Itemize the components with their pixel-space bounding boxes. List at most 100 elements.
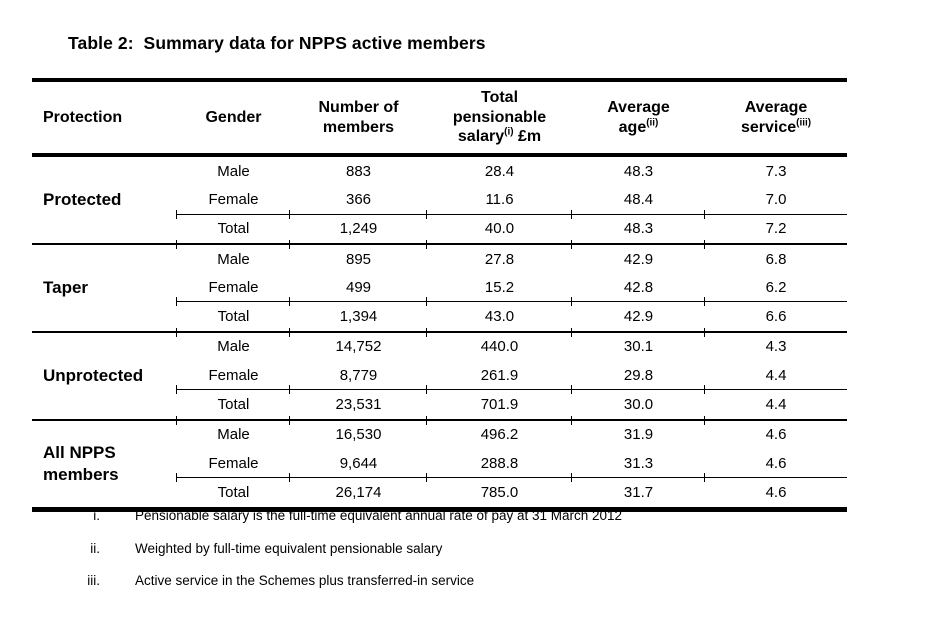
cell-age: 42.9 [571,298,705,332]
cell-age: 31.3 [623,454,654,472]
cell-salary: 27.8 [426,240,572,274]
cell-members: 9,644 [339,454,378,472]
col-header-service-label: Average service(iii) [736,98,816,137]
cell-service: 4.3 [704,328,847,362]
cell-members: 366 [345,190,372,208]
col-header-age-label: Average age(ii) [599,98,679,137]
summary-table-container: Protection Gender Number of members Tota… [32,78,847,512]
cell-members: 883 [345,162,372,180]
cell-gender: Total [176,298,290,332]
header-row: Protection Gender Number of members Tota… [32,80,847,157]
footnotes: i. Pensionable salary is the full-time e… [32,507,872,605]
table-row: Unprotected Male 14,752 440.0 30.1 4.3 [32,328,847,420]
cell-service: 4.6 [704,473,847,510]
salary-footnote-ref: (i) [504,126,514,138]
section-all-npps: All NPPS members Male 16,530 496.2 31.9 … [32,416,847,510]
footnote-i: i. Pensionable salary is the full-time e… [32,507,872,525]
cell-service: 6.2 [765,278,787,296]
col-header-members: Number of members [290,80,427,157]
cell-service: 7.0 [765,190,787,208]
cell-salary: 28.4 [484,162,515,180]
total-row: Total 23,531 701.9 30.0 4.4 [32,385,847,420]
service-header-text: Average service [740,98,808,136]
cell-age: 29.8 [623,366,654,384]
table-row: Female 8,779 261.9 29.8 4.4 [32,361,847,390]
section-taper: Taper Male 895 27.8 42.9 6.8 Female 499 … [32,240,847,332]
protection-label: Unprotected [32,330,177,420]
cell-members: 14,752 [289,328,427,362]
col-header-protection: Protection [32,80,177,157]
cell-service: 6.8 [704,240,847,274]
total-row: Total 26,174 785.0 31.7 4.6 [32,473,847,510]
cell-service: 4.4 [704,385,847,420]
cell-service: 7.2 [704,210,847,244]
cell-members: 499 [345,278,372,296]
cell-members: 26,174 [289,473,427,510]
cell-salary: 11.6 [485,190,514,208]
cell-salary: 440.0 [426,328,572,362]
cell-members: 1,249 [289,210,427,244]
col-header-age: Average age(ii) [572,80,705,157]
cell-gender: Female [208,278,259,296]
col-header-gender: Gender [177,80,290,157]
cell-members: 8,779 [339,366,378,384]
cell-age: 30.1 [571,328,705,362]
footnote-text: Weighted by full-time equivalent pension… [135,540,443,556]
table-header: Protection Gender Number of members Tota… [32,80,847,157]
cell-gender: Male [176,416,290,449]
footnote-text: Pensionable salary is the full-time equi… [135,508,623,523]
table-row: Protected Male 883 28.4 48.3 7.3 [32,155,847,210]
table-row: Female 499 15.2 42.8 6.2 [32,273,847,302]
cell-salary: 261.9 [480,366,519,384]
cell-service: 6.6 [704,298,847,332]
cell-gender: Total [176,210,290,244]
footnote-iii: iii. Active service in the Schemes plus … [32,572,872,590]
cell-gender: Total [176,473,290,510]
col-header-salary-label: Total pensionable salary(i) £m [447,88,552,147]
cell-gender: Male [176,240,290,274]
cell-gender: Female [208,454,259,472]
cell-gender: Female [208,190,259,208]
table-row: Female 9,644 288.8 31.3 4.6 [32,449,847,478]
section-unprotected: Unprotected Male 14,752 440.0 30.1 4.3 F… [32,328,847,420]
service-footnote-ref: (iii) [796,117,812,129]
cell-members: 23,531 [289,385,427,420]
cell-age: 42.8 [623,278,654,296]
cell-gender: Male [217,162,250,180]
protection-label: Taper [32,242,177,332]
footnote-marker: ii. [90,540,100,556]
age-header-text: Average age [607,98,670,136]
cell-service: 7.3 [765,162,787,180]
total-row: Total 1,249 40.0 48.3 7.2 [32,210,847,244]
cell-members: 895 [289,240,427,274]
table-row: All NPPS members Male 16,530 496.2 31.9 … [32,416,847,510]
footnote-marker: i. [93,508,100,523]
cell-age: 42.9 [571,240,705,274]
npps-summary-table: Protection Gender Number of members Tota… [32,78,847,512]
cell-service: 4.4 [765,366,787,384]
cell-age: 48.3 [623,162,654,180]
cell-age: 31.9 [571,416,705,449]
cell-members: 1,394 [289,298,427,332]
cell-age: 30.0 [571,385,705,420]
salary-header-text: Total pensionable salary [452,89,547,146]
col-header-service: Average service(iii) [705,80,847,157]
cell-age: 48.3 [571,210,705,244]
age-footnote-ref: (ii) [646,117,659,129]
cell-salary: 43.0 [426,298,572,332]
cell-salary: 785.0 [426,473,572,510]
cell-gender: Female [208,366,259,384]
cell-salary: 15.2 [484,278,515,296]
total-row: Total 1,394 43.0 42.9 6.6 [32,298,847,332]
cell-salary: 40.0 [426,210,572,244]
cell-gender: Male [176,328,290,362]
cell-age: 48.4 [623,190,654,208]
cell-salary: 701.9 [426,385,572,420]
cell-age: 31.7 [571,473,705,510]
table-row: Female 366 11.6 48.4 7.0 [32,185,847,214]
section-protected: Protected Male 883 28.4 48.3 7.3 Female … [32,155,847,244]
salary-unit: £m [513,128,542,146]
protection-label: All NPPS members [32,418,177,510]
cell-service: 4.6 [765,454,787,472]
